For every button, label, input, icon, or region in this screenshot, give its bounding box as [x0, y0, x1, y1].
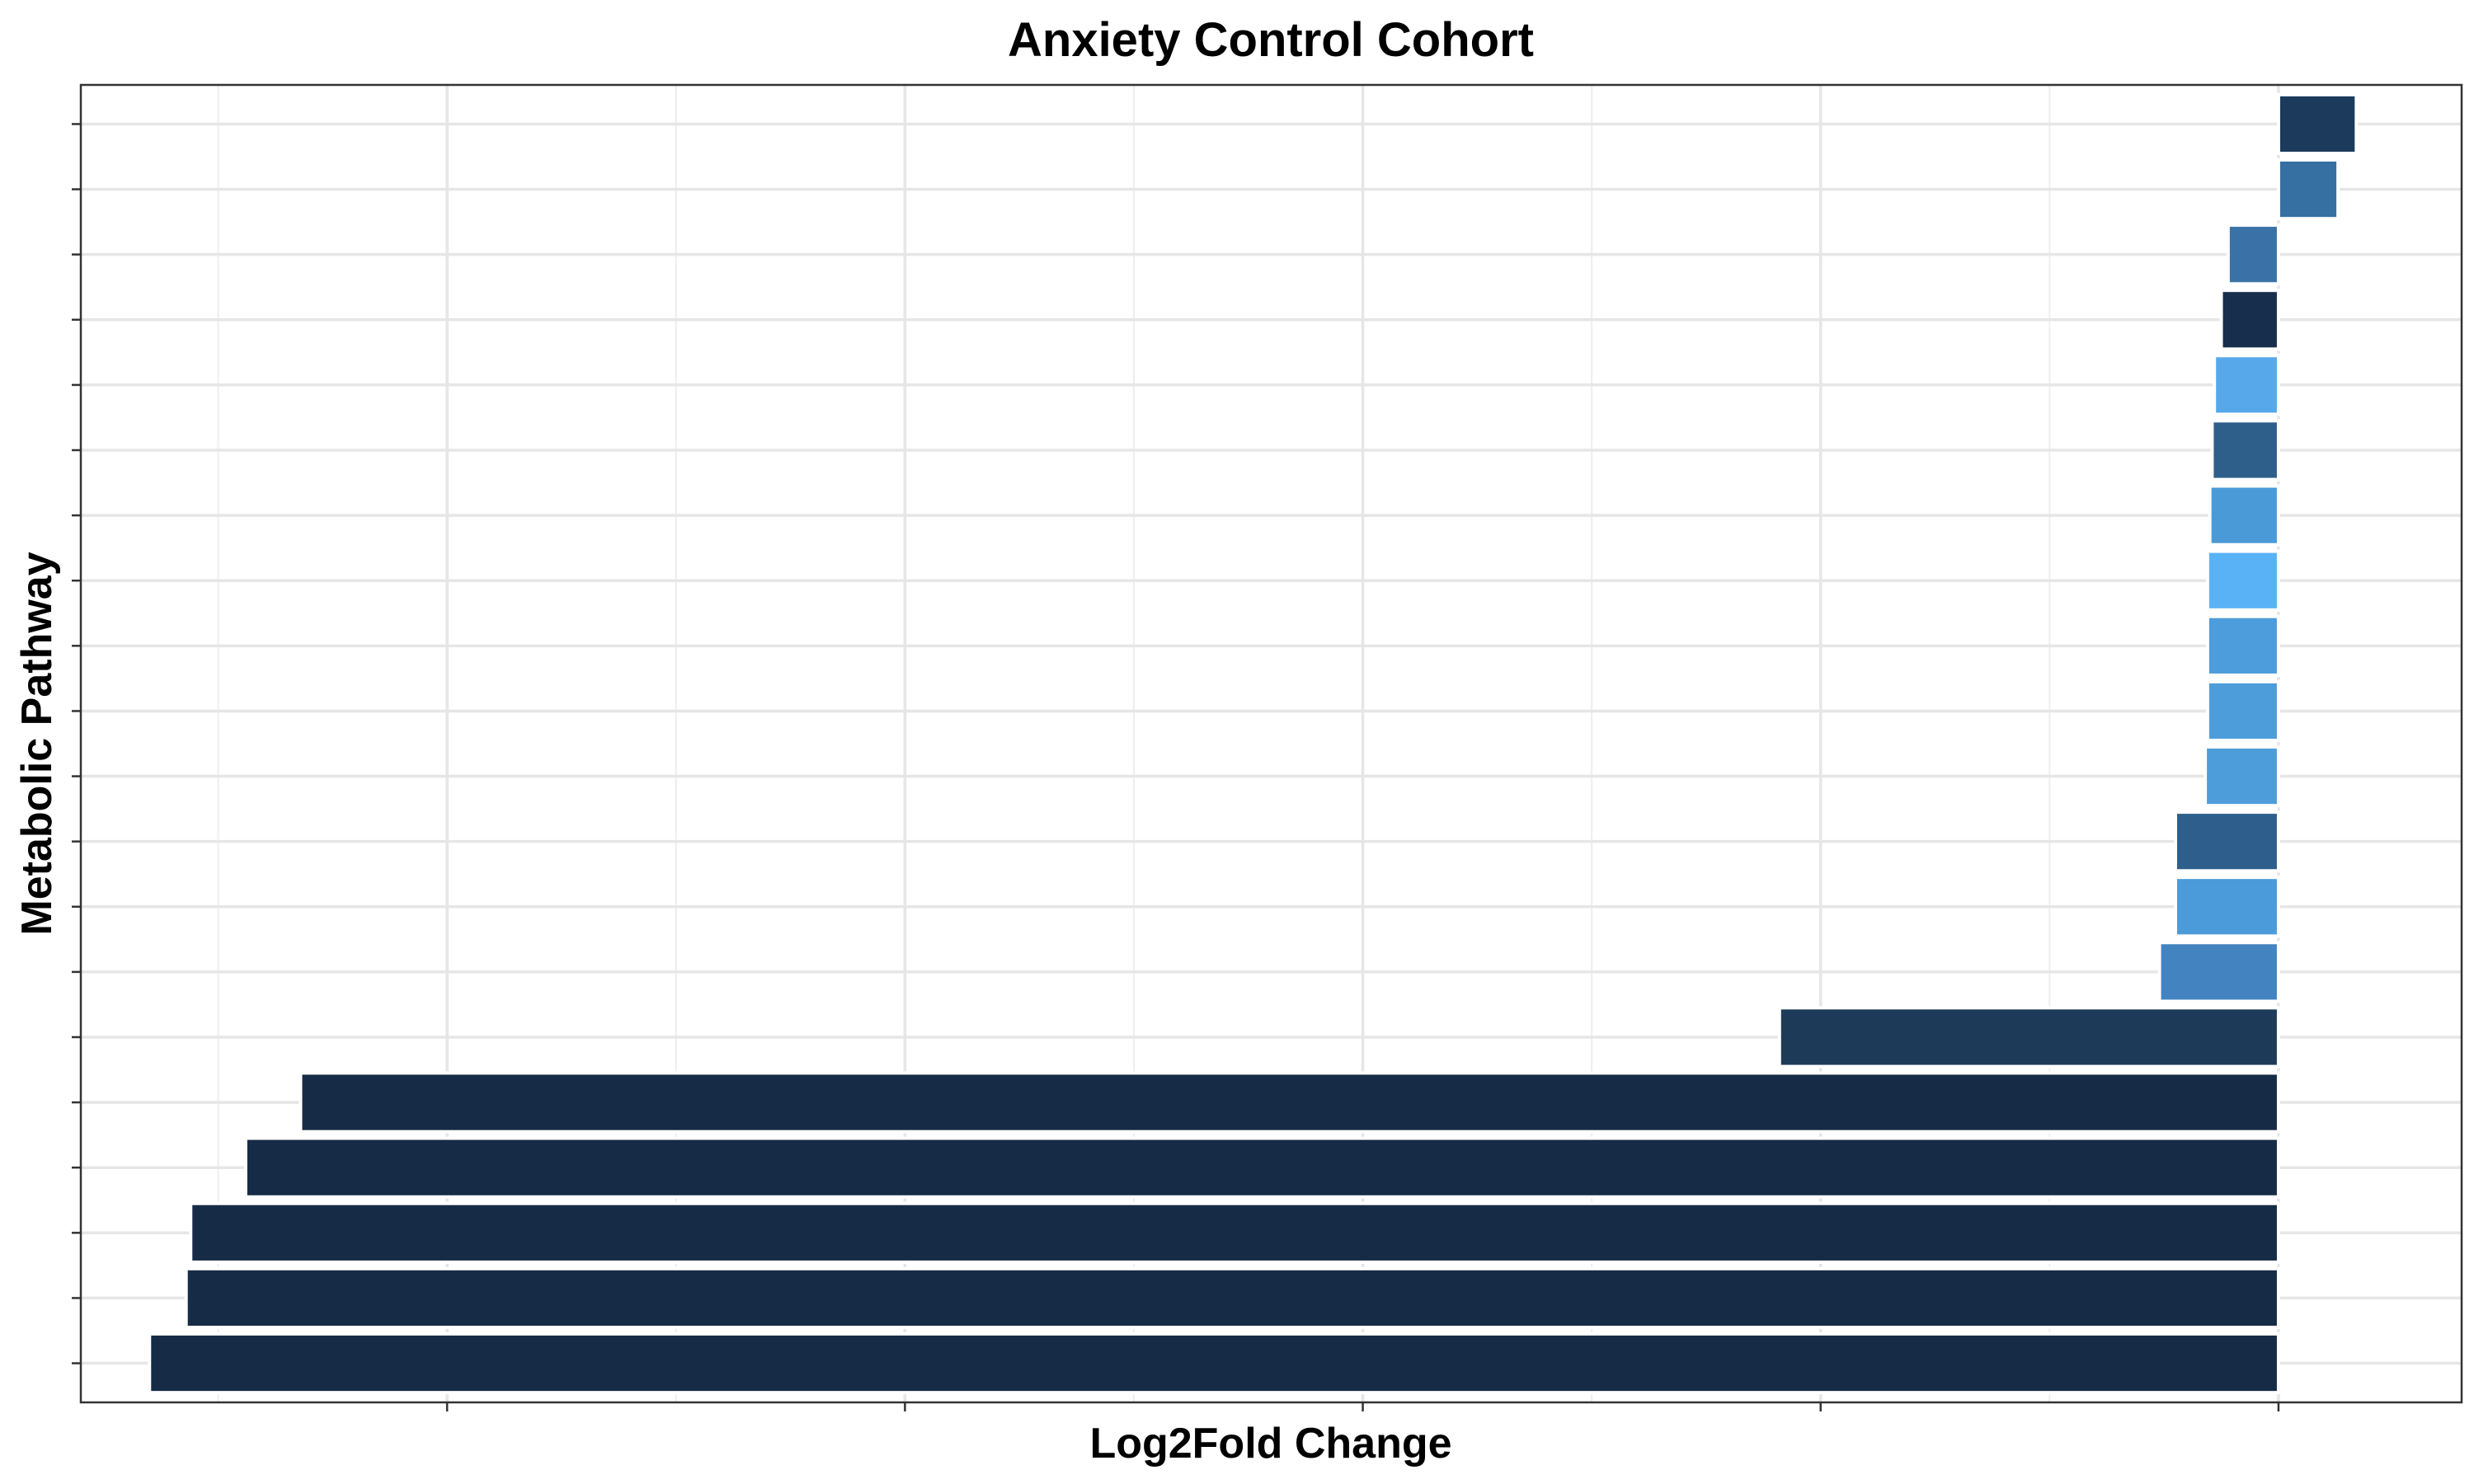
bar	[2276, 92, 2359, 156]
bar	[2210, 419, 2280, 481]
bar	[2208, 484, 2280, 547]
bar	[2174, 810, 2280, 873]
bar	[2276, 157, 2340, 221]
y-axis-title: Metabolic Pathway	[13, 552, 61, 935]
bar	[2205, 679, 2280, 743]
bar	[2213, 354, 2280, 416]
bar	[2226, 223, 2280, 286]
bar	[2219, 289, 2280, 351]
x-axis-title: Log2Fold Change	[1089, 1420, 1451, 1468]
bar	[184, 1266, 2280, 1330]
bar-layer	[148, 92, 2359, 1395]
plot-panel-border	[79, 83, 2463, 1404]
bar	[299, 1071, 2280, 1134]
bar	[148, 1331, 2280, 1395]
bar	[2205, 549, 2280, 612]
bar	[2157, 941, 2280, 1003]
bar	[243, 1136, 2280, 1199]
bar	[2174, 876, 2280, 938]
bar	[189, 1201, 2280, 1264]
bar	[2204, 744, 2280, 808]
bar	[2205, 614, 2280, 677]
tick-layer	[72, 123, 2280, 1411]
bar	[1777, 1006, 2280, 1068]
chart-title: Anxiety Control Cohort	[1008, 13, 1534, 67]
